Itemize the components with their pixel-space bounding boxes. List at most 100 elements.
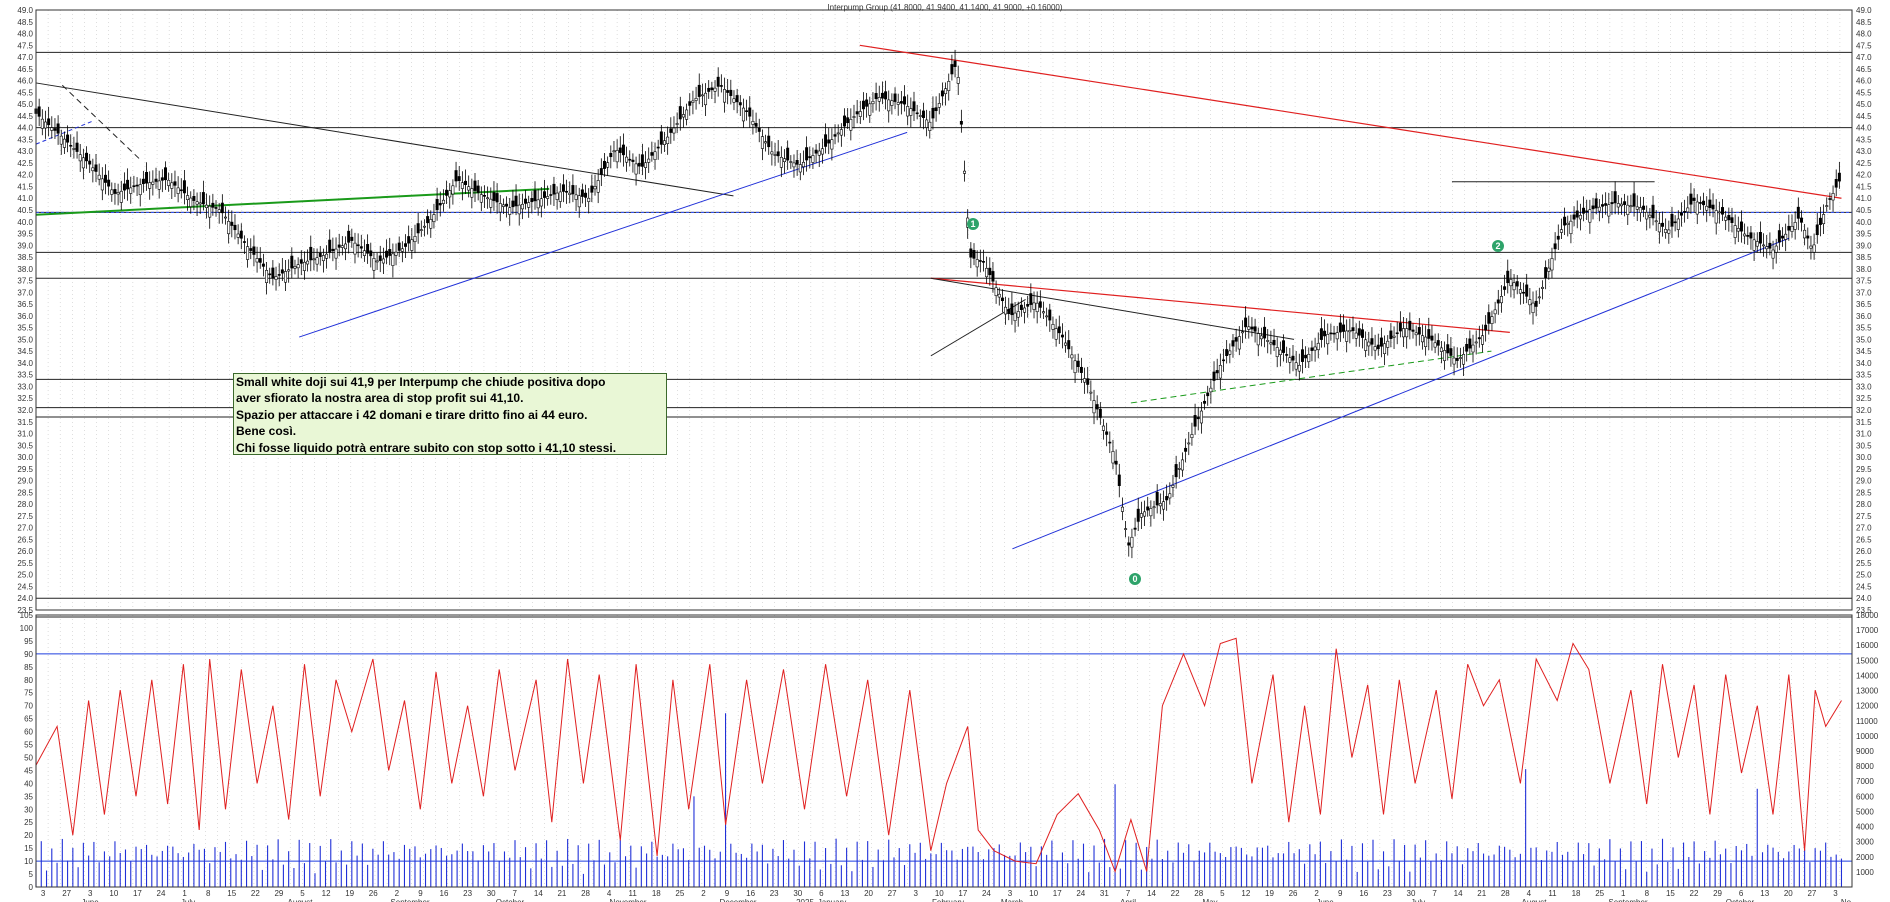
price-tick-label: 23.5 [1856,606,1872,615]
x-day-label: 14 [534,889,543,898]
candle-body [164,167,167,181]
x-day-label: 16 [746,889,755,898]
candle-body [1771,249,1775,259]
candle-body [321,255,325,262]
candle-body [1755,241,1759,247]
candle-body [1199,410,1203,424]
x-day-label: 17 [133,889,142,898]
price-tick-label: 41.5 [17,182,33,191]
candle-body [779,156,783,168]
candle-body [1528,299,1532,306]
candle-body [1424,336,1428,347]
volume-tick-label: 18000 [1856,611,1879,620]
candle-body [1496,299,1500,304]
candle-body [940,90,944,97]
x-month-label: February [932,898,964,902]
candle-body [1752,239,1756,251]
price-tick-label: 30.5 [1856,441,1872,450]
candle-body [1045,315,1049,318]
price-tick-label: 36.0 [1856,312,1872,321]
candle-body [956,77,960,84]
candle-body [767,135,771,148]
candle-body [1651,204,1655,219]
candle-body [426,216,430,224]
candle-body [138,184,142,196]
candle-body [906,106,910,117]
candle-body [1000,297,1004,302]
note-line: Bene così. [236,424,297,439]
price-tick-label: 35.5 [17,324,33,333]
x-month-label: August [288,898,314,902]
x-day-label: 3 [1008,889,1013,898]
candle-body [1594,198,1598,209]
candle-body [1714,210,1718,224]
candle-body [1398,322,1402,332]
candle-body [1383,343,1387,355]
candle-body [280,269,284,274]
price-tick-label: 40.0 [17,218,33,227]
candle-body [1139,513,1143,518]
price-tick-label: 29.5 [1856,465,1872,474]
price-tick-label: 33.5 [17,371,33,380]
price-tick-label: 43.5 [17,135,33,144]
candle-body [1013,312,1017,322]
candle-body [1796,206,1800,219]
price-tick-label: 48.5 [1856,18,1872,27]
candle-body [1086,378,1090,385]
candle-body [981,261,985,263]
candle-body [362,250,366,256]
candle-body [1203,400,1207,404]
candle-body [173,181,177,186]
candle-body [400,248,404,252]
candle-body [647,158,651,163]
chart-grid [35,10,1853,887]
price-tick-label: 35.0 [17,335,33,344]
candle-body [603,160,606,169]
candle-body [1433,342,1437,348]
note-line: Chi fosse liquido potrà entrare subito c… [236,440,617,455]
candle-body [798,164,802,173]
x-day-label: 7 [1126,889,1131,898]
x-day-label: 30 [1407,889,1416,898]
candle-body [634,163,638,175]
price-tick-label: 43.0 [17,147,33,156]
candle-body [350,236,354,241]
candle-body [584,192,588,198]
candle-body [672,127,676,134]
price-tick-label: 37.0 [1856,288,1872,297]
candle-body [1395,332,1399,335]
price-tick-label: 26.5 [17,535,33,544]
candle-body [663,140,666,146]
candle-body [1206,392,1210,397]
candle-body [1604,203,1608,206]
candle-body [1379,337,1383,347]
candle-body [451,185,455,195]
wave-marker-2: 2 [1492,240,1504,252]
x-day-label: 16 [440,889,449,898]
price-tick-label: 29.0 [17,477,33,486]
oscillator-tick-label: 35 [24,792,33,801]
x-day-label: 10 [1029,889,1038,898]
axes: 49.0 49.0 48.5 48.5 48.0 48.0 47.5 47.5 47.0 47.0… [17,6,1878,902]
candle-body [953,60,957,67]
volume-tick-label: 13000 [1856,687,1879,696]
candle-body [359,246,363,249]
candle-body [533,190,537,202]
candle-body [757,127,761,132]
candle-body [539,198,543,207]
candle-body [366,244,370,254]
oscillator-series [35,637,1842,874]
candle-body [1572,214,1576,220]
volume-tick-label: 16000 [1856,641,1879,650]
candle-body [1098,408,1102,418]
candle-body [1417,327,1421,335]
candle-body [141,178,145,185]
candle-body [789,161,793,163]
candle-body [1746,235,1750,237]
x-day-label: 11 [1548,889,1557,898]
price-tick-label: 33.0 [1856,382,1872,391]
candle-body [486,197,490,200]
candle-body [764,141,768,144]
candle-body [189,197,193,207]
x-day-label: 29 [1713,889,1722,898]
